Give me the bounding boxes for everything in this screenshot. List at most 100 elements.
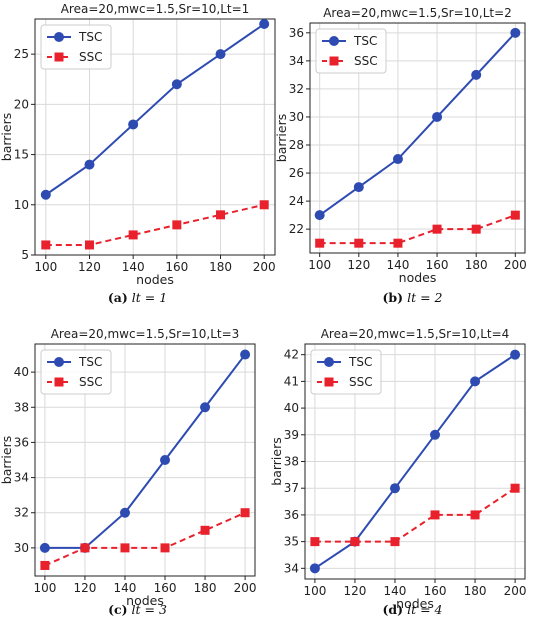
chart-svg: Area=20,mwc=1.5,Sr=10,Lt=1 100 120 140 160 18… <box>0 2 276 287</box>
x-tick-label: 100 <box>34 260 57 274</box>
y-tick-label: 22 <box>289 222 304 236</box>
x-tick-label: 180 <box>465 258 488 272</box>
series-tsc <box>39 349 251 553</box>
data-point-ssc <box>84 240 94 250</box>
x-tick-label: 160 <box>154 581 177 595</box>
x-axis-label: nodes <box>399 270 437 285</box>
y-tick-label: 38 <box>14 400 29 414</box>
series-line-tsc <box>44 353 246 549</box>
x-tick-label: 100 <box>33 581 56 595</box>
caption-text: lt = 4 <box>407 602 443 617</box>
caption-text: lt = 3 <box>131 602 167 617</box>
series-line-ssc <box>314 487 516 543</box>
data-point-tsc <box>510 27 521 38</box>
y-axis-label: barriers <box>274 114 289 162</box>
legend: TSC SSC <box>310 349 382 395</box>
chart-svg: Area=20,mwc=1.5,Sr=10,Lt=4 100 120 140 160 18… <box>269 327 527 611</box>
plot-frame <box>34 18 276 256</box>
legend-label: TSC <box>78 355 102 369</box>
y-tick-label: 34 <box>284 561 299 575</box>
x-tick-label: 200 <box>504 258 527 272</box>
series-line-ssc <box>45 203 265 246</box>
series-ssc <box>41 200 269 250</box>
legend-label: SSC <box>349 375 373 389</box>
y-tick-label: 38 <box>284 455 299 469</box>
gridlines <box>35 344 255 576</box>
series-line-tsc <box>45 23 265 196</box>
plot-frame <box>309 22 526 254</box>
data-point-tsc <box>392 154 403 165</box>
y-tick-label: 40 <box>284 401 299 415</box>
x-tick-label: 180 <box>209 260 232 274</box>
subfigure-caption: (c) lt = 3 <box>0 602 275 617</box>
subfigure-caption: (a) lt = 1 <box>0 290 275 305</box>
data-point-ssc <box>80 543 90 553</box>
x-tick-label: 140 <box>122 260 145 274</box>
chart-title: Area=20,mwc=1.5,Sr=10,Lt=2 <box>323 6 512 20</box>
data-point-tsc <box>39 542 50 553</box>
data-point-tsc <box>200 402 211 413</box>
data-point-ssc <box>41 240 51 250</box>
plot-frame <box>34 343 256 577</box>
legend-label: SSC <box>79 375 103 389</box>
legend-label: TSC <box>78 30 102 44</box>
x-tick-label: 200 <box>253 260 276 274</box>
y-tick-label: 26 <box>289 166 304 180</box>
data-point-ssc <box>216 210 226 220</box>
y-tick-label: 35 <box>284 535 299 549</box>
data-point-ssc <box>200 525 210 535</box>
data-point-tsc <box>119 507 130 518</box>
x-tick-label: 140 <box>386 258 409 272</box>
x-tick-label: 120 <box>347 258 370 272</box>
data-point-tsc <box>389 483 400 494</box>
series-ssc <box>310 483 520 547</box>
y-axis-label: barriers <box>0 436 14 484</box>
data-point-ssc <box>470 510 480 520</box>
x-tick-label: 120 <box>73 581 96 595</box>
caption-label: (a) <box>107 290 128 305</box>
y-tick-label: 39 <box>284 428 299 442</box>
data-point-ssc <box>315 238 325 248</box>
x-axis-label: nodes <box>136 272 174 287</box>
data-point-tsc <box>40 189 51 200</box>
series-line-tsc <box>314 353 516 570</box>
y-tick-label: 36 <box>14 435 29 449</box>
x-tick-label: 180 <box>464 584 487 598</box>
y-tick-label: 41 <box>284 374 299 388</box>
legend: TSC SSC <box>315 28 387 74</box>
chart-panel-2: Area=20,mwc=1.5,Sr=10,Lt=2 100 120 140 160 18… <box>274 0 550 285</box>
legend-marker <box>54 357 64 367</box>
caption-text: lt = 2 <box>407 290 443 305</box>
caption-label: (b) <box>382 290 404 305</box>
y-tick-label: 24 <box>289 194 304 208</box>
x-tick-label: 140 <box>384 584 407 598</box>
x-tick-label: 120 <box>78 260 101 274</box>
series-line-ssc <box>319 214 516 245</box>
data-point-ssc <box>390 537 400 547</box>
data-point-ssc <box>259 200 269 210</box>
x-tick-label: 180 <box>194 581 217 595</box>
x-tick-label: 160 <box>165 260 188 274</box>
data-point-ssc <box>240 508 250 518</box>
y-tick-label: 34 <box>289 54 304 68</box>
data-point-tsc <box>259 19 270 30</box>
data-point-tsc <box>84 159 95 170</box>
legend-marker <box>54 52 64 62</box>
data-point-ssc <box>350 537 360 547</box>
legend-marker <box>324 377 334 387</box>
data-point-tsc <box>353 182 364 193</box>
data-point-ssc <box>128 230 138 240</box>
data-point-tsc <box>215 49 226 60</box>
x-tick-label: 160 <box>424 584 447 598</box>
caption-text: lt = 1 <box>131 290 168 305</box>
series-tsc <box>40 19 270 200</box>
x-tick-label: 100 <box>303 584 326 598</box>
legend-marker <box>329 36 339 46</box>
data-point-tsc <box>314 210 325 221</box>
legend: TSC SSC <box>40 349 112 395</box>
data-point-ssc <box>471 224 481 234</box>
y-tick-label: 28 <box>289 138 304 152</box>
y-tick-label: 42 <box>284 348 299 362</box>
chart-title: Area=20,mwc=1.5,Sr=10,Lt=1 <box>61 2 250 16</box>
y-axis-label: barriers <box>269 437 284 485</box>
